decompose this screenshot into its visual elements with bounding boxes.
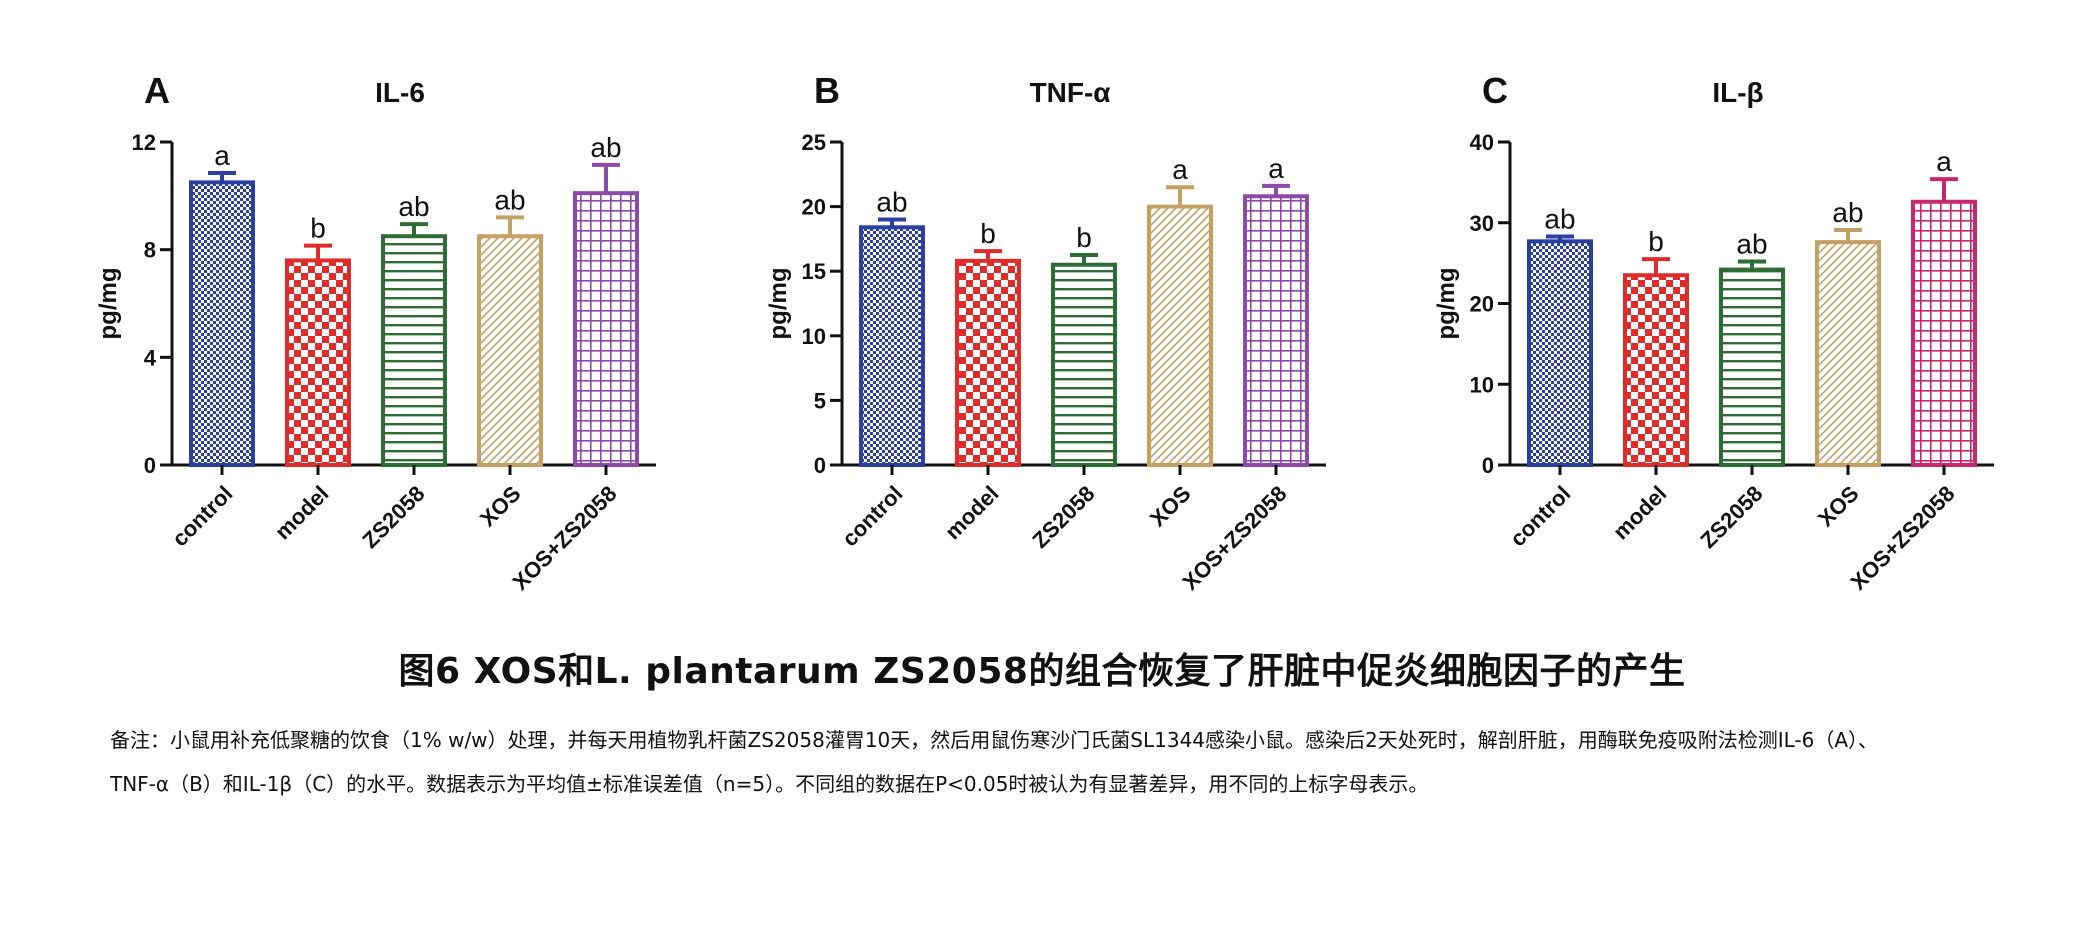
y-tick-label: 40 (1470, 130, 1494, 155)
significance-letter: a (1936, 146, 1952, 177)
category-label: XOS (1145, 481, 1196, 532)
bar (1911, 199, 1977, 467)
panel-letter: C (1482, 70, 1508, 111)
category-label: model (1608, 481, 1671, 544)
y-axis-label: pg/mg (765, 268, 792, 340)
figure-caption-title: 图6 XOS和L. plantarum ZS2058的组合恢复了肝脏中促炎细胞因… (398, 651, 1686, 692)
bar (1623, 273, 1689, 467)
panel-b-tnf-chart: B TNF-α pg/mg 0 5 10 15 20 25 ab control b model b ZS2… (765, 70, 1326, 595)
category-label: model (940, 481, 1003, 544)
significance-letter: a (1172, 154, 1188, 185)
panel-a-il6-chart: A IL-6 pg/mg 0 4 8 12 a control b model ab ZS2058 ab X… (95, 70, 656, 595)
significance-letter: ab (876, 187, 907, 218)
significance-letter: a (1268, 153, 1284, 184)
category-label: control (167, 481, 237, 551)
significance-letter: a (214, 140, 230, 171)
category-label: XOS (475, 481, 526, 532)
y-axis-label: pg/mg (1433, 268, 1460, 340)
bar (573, 191, 639, 467)
bar (1243, 194, 1309, 467)
y-tick-label: 20 (802, 195, 826, 220)
bar (1527, 239, 1593, 467)
bar (381, 234, 447, 467)
caption-note-line-1: 备注：小鼠用补充低聚糖的饮食（1% w/w）处理，并每天用植物乳杆菌ZS2058… (110, 728, 1879, 752)
significance-letter: b (1648, 226, 1664, 257)
significance-letter: ab (1832, 197, 1863, 228)
y-tick-label: 8 (144, 238, 156, 263)
bar (477, 234, 543, 467)
category-label: ZS2058 (357, 481, 429, 553)
category-label: ZS2058 (1695, 481, 1767, 553)
y-tick-label: 15 (802, 259, 826, 284)
bar (285, 258, 351, 467)
category-label: model (270, 481, 333, 544)
significance-letter: b (310, 213, 326, 244)
chart-title: IL-6 (375, 77, 425, 108)
significance-letter: ab (590, 132, 621, 163)
bar (1719, 267, 1785, 467)
bar (955, 258, 1021, 468)
category-label: ZS2058 (1027, 481, 1099, 553)
y-tick-label: 10 (802, 324, 826, 349)
y-tick-label: 0 (144, 453, 156, 478)
y-axis-label: pg/mg (95, 268, 122, 340)
category-label: control (1505, 481, 1575, 551)
bar (859, 225, 925, 467)
panel-letter: B (814, 70, 840, 111)
y-tick-label: 0 (1482, 453, 1494, 478)
significance-letter: b (1076, 222, 1092, 253)
bar (1051, 262, 1117, 467)
y-tick-label: 4 (144, 345, 157, 370)
panel-c-ilb-chart: C IL-β pg/mg 0 10 20 30 40 ab control b model ab ZS20… (1433, 70, 1994, 595)
significance-letter: ab (1544, 203, 1575, 234)
bar (1147, 204, 1213, 467)
significance-letter: ab (1736, 229, 1767, 260)
significance-letter: b (980, 218, 996, 249)
category-label: XOS (1813, 481, 1864, 532)
figure-caption-note: 备注：小鼠用补充低聚糖的饮食（1% w/w）处理，并每天用植物乳杆菌ZS2058… (110, 718, 2010, 806)
y-tick-label: 0 (814, 453, 826, 478)
y-tick-label: 25 (802, 130, 826, 155)
significance-letter: ab (494, 184, 525, 215)
category-label: control (837, 481, 907, 551)
chart-title: TNF-α (1030, 77, 1111, 108)
significance-letter: ab (398, 191, 429, 222)
y-tick-label: 5 (814, 388, 826, 413)
y-tick-label: 30 (1470, 211, 1494, 236)
bar (189, 180, 255, 467)
caption-note-line-2: TNF-α（B）和IL-1β（C）的水平。数据表示为平均值±标准误差值（n=5）… (110, 772, 1429, 796)
y-tick-label: 20 (1470, 292, 1494, 317)
bar (1815, 240, 1881, 467)
panel-letter: A (144, 70, 170, 111)
y-tick-label: 12 (132, 130, 156, 155)
y-tick-label: 10 (1470, 372, 1494, 397)
chart-title: IL-β (1712, 77, 1763, 108)
